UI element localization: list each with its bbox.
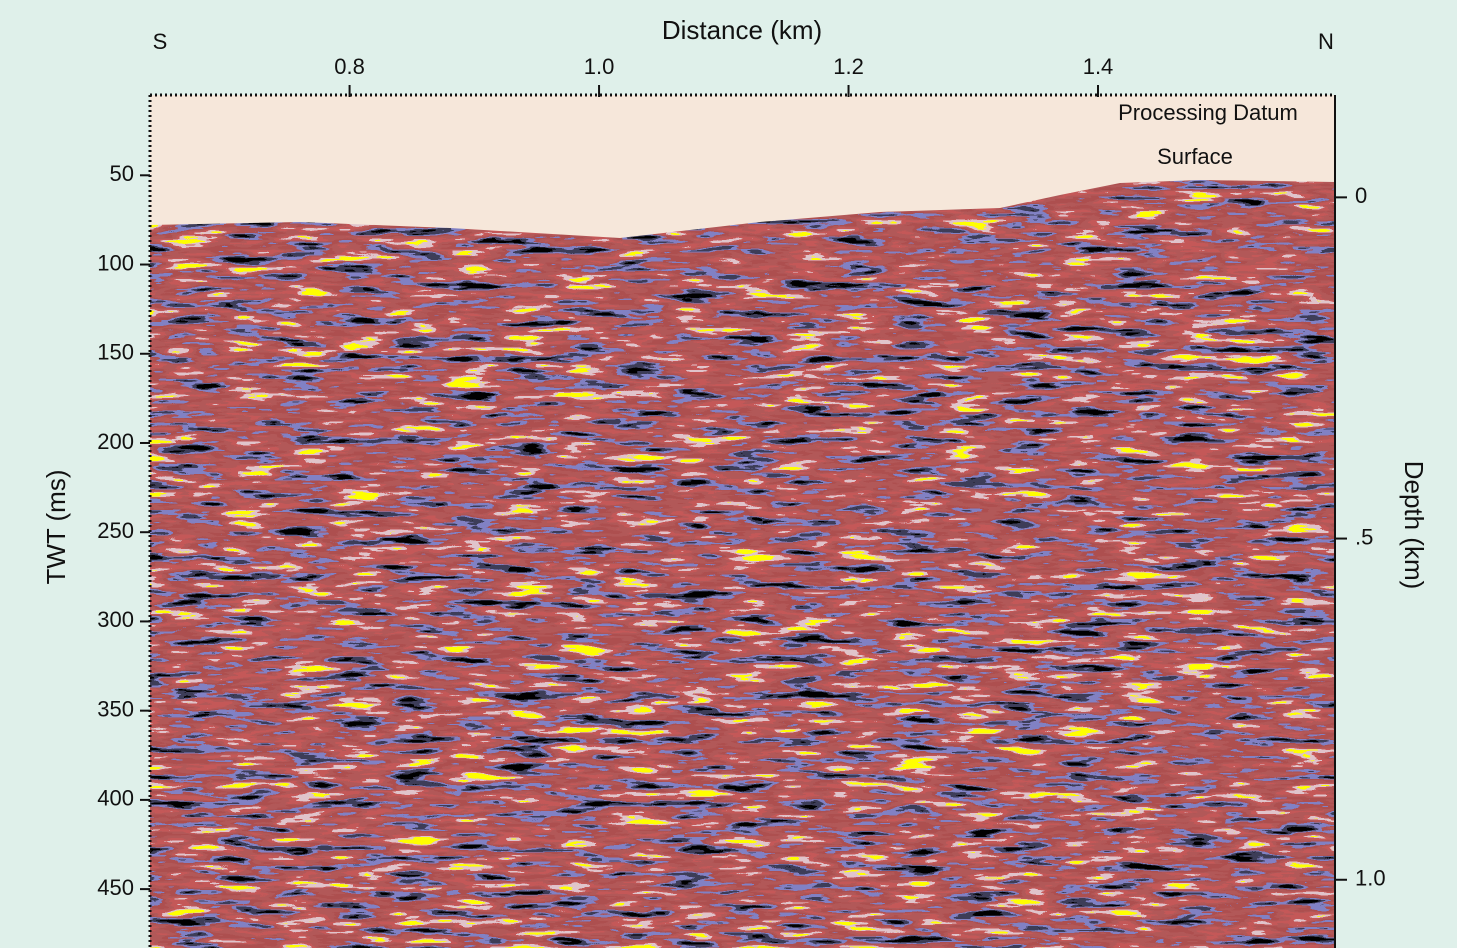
y-tick-label: 250 bbox=[97, 518, 134, 543]
y-tick-label: 300 bbox=[97, 607, 134, 632]
y2-tick-label: .5 bbox=[1355, 524, 1373, 549]
direction-label: S bbox=[153, 29, 168, 54]
y-tick-label: 350 bbox=[97, 696, 134, 721]
y-tick-label: 200 bbox=[97, 429, 134, 454]
x-axis-label: Distance (km) bbox=[662, 15, 822, 45]
y-tick-label: 400 bbox=[97, 786, 134, 811]
y-tick-label: 50 bbox=[110, 161, 134, 186]
x-tick-label: 0.8 bbox=[334, 54, 365, 79]
annotation: Processing Datum bbox=[1118, 100, 1298, 125]
y2-tick-label: 1.0 bbox=[1355, 866, 1386, 891]
annotation: Surface bbox=[1157, 144, 1233, 169]
direction-label: N bbox=[1318, 29, 1334, 54]
y-tick-label: 150 bbox=[97, 340, 134, 365]
x-tick-label: 1.0 bbox=[584, 54, 615, 79]
x-tick-label: 1.2 bbox=[833, 54, 864, 79]
y2-tick-label: 0 bbox=[1355, 183, 1367, 208]
y-axis-label: TWT (ms) bbox=[41, 469, 71, 584]
y-tick-label: 100 bbox=[97, 250, 134, 275]
y-tick-label: 450 bbox=[97, 875, 134, 900]
seismic-image bbox=[150, 180, 1335, 948]
y2-axis-label: Depth (km) bbox=[1399, 461, 1429, 590]
x-tick-label: 1.4 bbox=[1083, 54, 1114, 79]
